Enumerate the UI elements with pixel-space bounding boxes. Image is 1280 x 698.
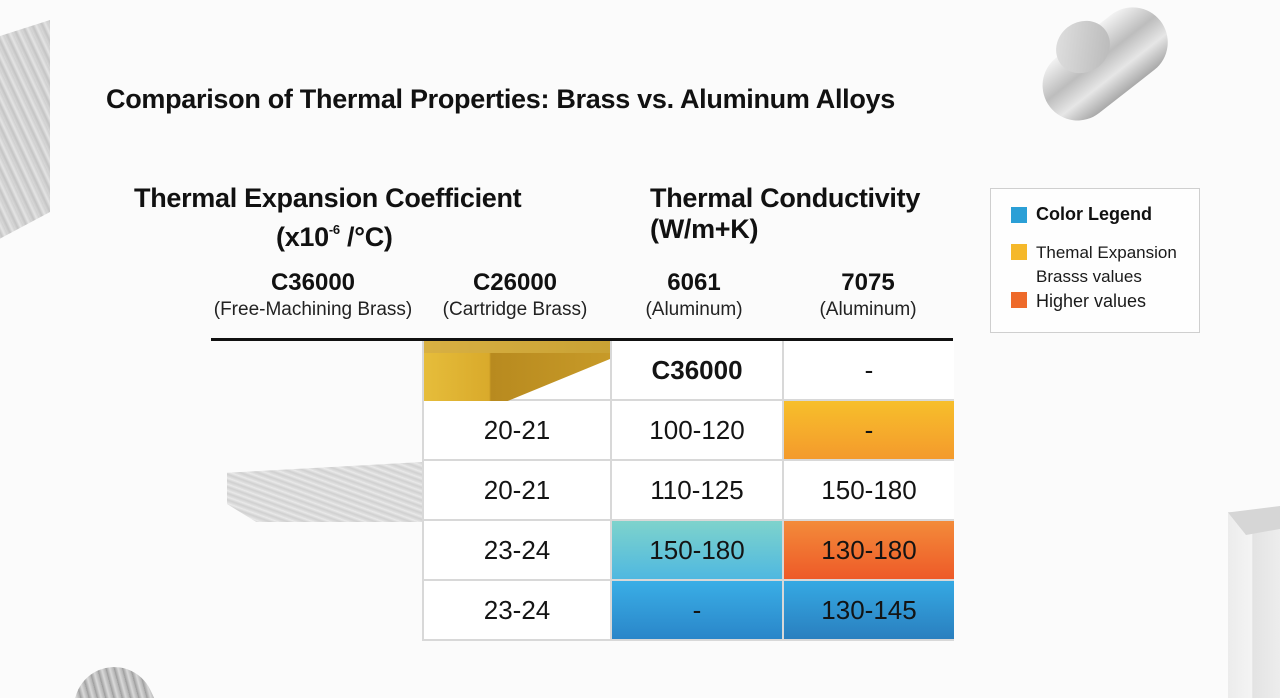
table-cell-highlight: 130-180 bbox=[784, 521, 954, 581]
aluminum-rod-decoration bbox=[1028, 0, 1182, 135]
column-header-c36000: C36000 (Free-Machining Brass) bbox=[213, 269, 413, 320]
conductivity-unit: (W/m+K) bbox=[650, 214, 759, 244]
expansion-unit: (x10-6 /°C) bbox=[276, 222, 393, 252]
expansion-group-header: Thermal Expansion Coefficient (x10-6 /°C… bbox=[134, 183, 534, 253]
legend-label: Higher values bbox=[1036, 291, 1147, 311]
table-cell-highlight: - bbox=[612, 581, 784, 641]
table-cell-highlight: 130-145 bbox=[784, 581, 954, 641]
aluminum-bar-image bbox=[227, 462, 422, 522]
aluminum-block-decoration-right bbox=[1228, 512, 1280, 698]
table-row: 23-24 - 130-145 bbox=[422, 581, 954, 641]
table-cell: 150-180 bbox=[784, 461, 954, 521]
table-row: 23-24 150-180 130-180 bbox=[422, 521, 954, 581]
table-cell: 100-120 bbox=[612, 401, 784, 461]
legend-swatch-orange bbox=[1011, 292, 1027, 308]
table-cell: C36000 bbox=[612, 341, 784, 401]
legend-label: Themal Expansion bbox=[1036, 243, 1177, 262]
legend-item-higher: Higher values bbox=[1011, 289, 1146, 313]
table-cell-highlight: 150-180 bbox=[612, 521, 784, 581]
expansion-header-label: Thermal Expansion Coefficient bbox=[134, 183, 522, 213]
column-header-c26000: C26000 (Cartridge Brass) bbox=[442, 269, 588, 320]
legend-swatch-blue bbox=[1011, 207, 1027, 223]
table-row: 20-21 100-120 - bbox=[422, 401, 954, 461]
legend-item-expansion: Themal Expansion Brasss values bbox=[1011, 241, 1177, 289]
legend-title-row: Color Legend bbox=[1011, 204, 1152, 225]
table-cell: - bbox=[784, 341, 954, 401]
table-row: 20-21 110-125 150-180 bbox=[422, 461, 954, 521]
column-header-6061: 6061 (Aluminum) bbox=[645, 269, 743, 320]
legend-title: Color Legend bbox=[1036, 204, 1152, 224]
conductivity-group-header: Thermal Conductivity (W/m+K) bbox=[650, 183, 950, 245]
aluminum-block-decoration bbox=[0, 20, 50, 260]
header-divider bbox=[211, 338, 953, 341]
table-cell: 20-21 bbox=[422, 401, 612, 461]
table-cell: 110-125 bbox=[612, 461, 784, 521]
legend-swatch-yellow bbox=[1011, 244, 1027, 260]
column-header-7075: 7075 (Aluminum) bbox=[819, 269, 917, 320]
table-cell: 23-24 bbox=[422, 521, 612, 581]
color-legend: Color Legend Themal Expansion Brasss val… bbox=[990, 188, 1200, 333]
table-cell: 23-24 bbox=[422, 581, 612, 641]
table-cell: 20-21 bbox=[422, 461, 612, 521]
legend-label: Brasss values bbox=[1036, 267, 1142, 286]
page-title: Comparison of Thermal Properties: Brass … bbox=[106, 84, 895, 114]
data-table: C36000 - 20-21 100-120 - 20-21 110-125 1… bbox=[422, 341, 954, 641]
metal-rod-decoration-bottom bbox=[61, 653, 159, 698]
conductivity-header-label: Thermal Conductivity bbox=[650, 183, 921, 213]
table-cell-highlight: - bbox=[784, 401, 954, 461]
